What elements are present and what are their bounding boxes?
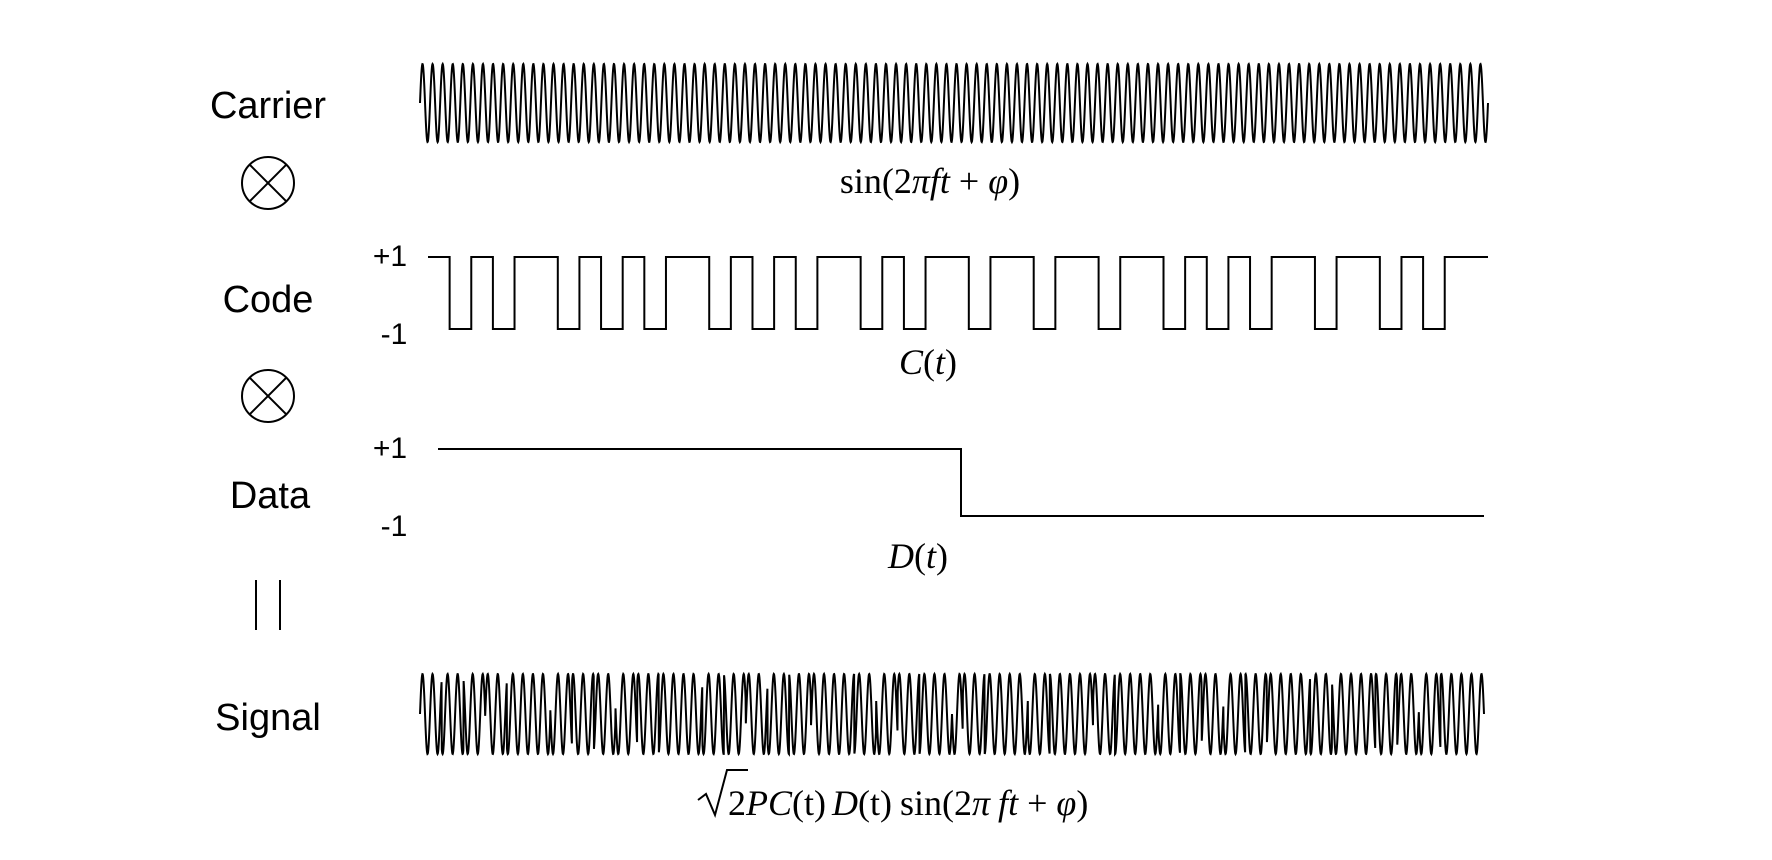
multiply-operator-icon	[241, 156, 295, 210]
code-formula: C(t)	[899, 342, 957, 382]
data-waveform	[438, 448, 1484, 517]
code-waveform	[428, 256, 1488, 330]
signal-formula-fn: sin	[900, 783, 942, 823]
data-formula-t: t	[926, 536, 937, 576]
data-low-label: -1	[381, 510, 408, 543]
carrier-label: Carrier	[210, 85, 326, 127]
code-formula-open: (	[923, 342, 935, 382]
code-formula-t: t	[935, 342, 946, 382]
code-high-label: +1	[373, 240, 407, 273]
signal-formula-radicand-p: P	[745, 783, 768, 823]
multiply-operator-icon	[241, 369, 295, 423]
carrier-formula-open: (2	[882, 161, 912, 201]
signal-formula-pi: π	[972, 783, 991, 823]
equals-operator-icon	[255, 580, 281, 630]
signal-formula-c: C	[768, 783, 793, 823]
data-formula-open: (	[914, 536, 926, 576]
carrier-formula-t: t	[940, 161, 951, 201]
carrier-formula-fn: sin	[840, 161, 882, 201]
signal-formula-close: )	[1076, 783, 1088, 823]
signal-formula-open: (2	[942, 783, 972, 823]
code-formula-close: )	[945, 342, 957, 382]
code-low-label: -1	[381, 318, 408, 351]
carrier-formula-close: )	[1008, 161, 1020, 201]
signal-formula-plus: +	[1018, 783, 1056, 823]
data-label: Data	[230, 475, 311, 517]
signal-formula-t2: (t)	[858, 783, 892, 823]
signal-formula-radicand-num: 2	[728, 783, 746, 823]
code-formula-c: C	[899, 342, 924, 382]
signal-waveform	[419, 671, 1485, 757]
signal-label: Signal	[215, 697, 321, 739]
data-formula-d: D	[887, 536, 914, 576]
signal-formula-phi: φ	[1056, 783, 1076, 823]
carrier-formula-pi: π	[912, 161, 931, 201]
signal-formula-t1: (t)	[792, 783, 826, 823]
data-formula: D(t)	[887, 536, 948, 576]
data-formula-close: )	[936, 536, 948, 576]
signal-formula-d: D	[831, 783, 858, 823]
signal-formula: 2PC(t) D(t) sin(2π ft + φ)	[697, 769, 1088, 823]
carrier-waveform	[419, 61, 1489, 145]
sqrt-radical-icon	[697, 769, 748, 819]
data-high-label: +1	[373, 432, 407, 465]
code-label: Code	[223, 279, 314, 321]
carrier-formula-plus: +	[950, 161, 988, 201]
carrier-formula-phi: φ	[988, 161, 1008, 201]
carrier-formula: sin(2πft + φ)	[840, 161, 1020, 201]
signal-formula-t: t	[1008, 783, 1019, 823]
signal-formula-text: 2PC(t) D(t) sin(2π ft + φ)	[728, 783, 1088, 823]
